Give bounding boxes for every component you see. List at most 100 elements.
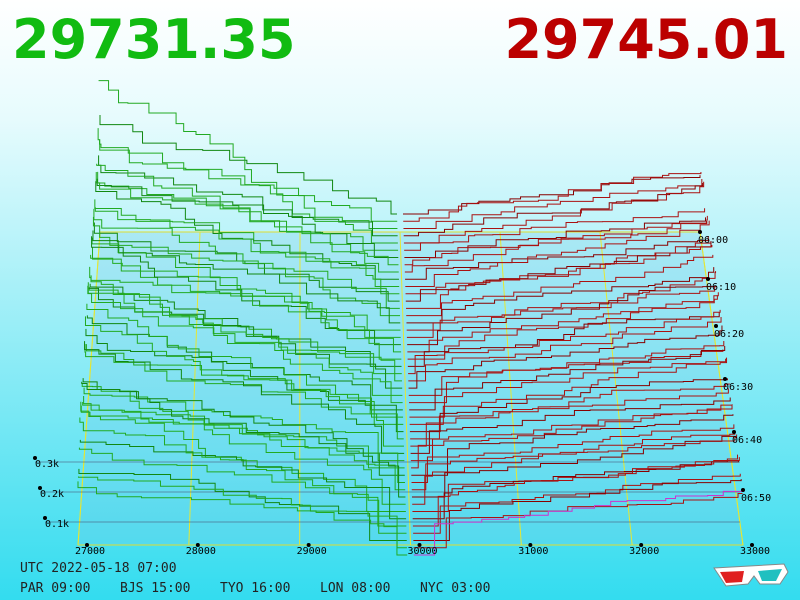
ask-curve — [408, 325, 723, 389]
bid-curve — [83, 395, 405, 469]
ask-curve — [410, 383, 730, 447]
bid-curve — [89, 266, 402, 375]
bid-curve — [91, 236, 401, 346]
bid-curve — [90, 254, 402, 360]
bid-curve — [79, 439, 407, 520]
ask-curve — [409, 346, 726, 411]
ask-curve — [405, 236, 709, 280]
bid-curve — [89, 283, 402, 367]
bid-curve — [84, 341, 405, 454]
ask-curve — [408, 309, 721, 375]
tick-marker — [195, 543, 200, 547]
tick-marker — [706, 277, 710, 281]
bid-curve — [99, 139, 398, 222]
bid-curve — [77, 481, 408, 556]
ask-curve — [411, 435, 737, 498]
bid-curve — [94, 199, 400, 295]
tick-marker — [698, 230, 702, 234]
ask-curve — [405, 245, 713, 309]
ask-curve — [403, 171, 702, 222]
ask-curve — [403, 181, 705, 244]
bid-curve — [78, 468, 407, 541]
ask-curve — [412, 460, 739, 520]
price-tick-label: 27000 — [75, 546, 105, 557]
tick-marker — [417, 543, 422, 547]
tick-marker — [306, 543, 311, 547]
bid-curve — [91, 237, 401, 338]
bid-curve — [84, 343, 404, 447]
ask-curve — [405, 220, 710, 288]
bid-curve — [94, 207, 400, 288]
bid-curve — [88, 287, 403, 389]
utc-time: UTC 2022-05-18 07:00 — [20, 561, 177, 576]
grid-line — [399, 231, 411, 546]
price-tick-label: 28000 — [186, 546, 216, 557]
bid-curve — [84, 316, 404, 440]
time-tick-label: 06:20 — [714, 329, 744, 340]
bid-curve — [97, 171, 399, 251]
bid-curve — [80, 401, 406, 512]
bid-curve — [90, 275, 402, 353]
grid-line — [599, 231, 633, 546]
ask-price: 29745.01 — [504, 8, 788, 71]
glasses-icon — [713, 563, 789, 587]
bid-curve — [92, 247, 401, 331]
zone-time: PAR 09:00 — [20, 581, 90, 596]
ask-curve — [412, 457, 740, 527]
bid-curve — [98, 155, 398, 237]
tick-marker — [639, 543, 644, 547]
time-tick-label: 06:40 — [732, 435, 762, 446]
bid-curve — [77, 476, 407, 549]
bid-curve — [96, 178, 399, 259]
ask-curve — [405, 240, 712, 302]
time-tick-label: 06:10 — [706, 282, 736, 293]
grid-line — [699, 231, 744, 546]
bid-price: 29731.35 — [12, 8, 296, 71]
price-tick-label: 32000 — [629, 546, 659, 557]
tick-marker — [750, 543, 754, 547]
bid-curve — [99, 114, 397, 215]
grid-line — [77, 231, 101, 546]
tick-marker — [33, 456, 37, 460]
ask-curve — [404, 215, 708, 273]
bid-curve — [81, 381, 406, 498]
ask-curve — [408, 341, 725, 404]
time-tick-label: 06:00 — [698, 235, 728, 246]
bid-curve — [86, 315, 403, 411]
bid-curve — [80, 405, 406, 505]
bid-curve — [92, 216, 401, 317]
bid-curve — [96, 163, 399, 266]
volume-tick-label: 0.1k — [45, 519, 69, 530]
tick-marker — [528, 543, 533, 547]
time-tick-label: 06:50 — [741, 493, 771, 504]
price-tick-label: 29000 — [297, 546, 327, 557]
ask-curve — [407, 312, 720, 367]
zone-time: TYO 16:00 — [220, 581, 290, 596]
depth-curves — [77, 80, 744, 556]
volume-tick-label: 0.2k — [40, 489, 64, 500]
ask-curve — [413, 473, 741, 534]
ask-curve — [408, 349, 724, 396]
tick-marker — [732, 430, 736, 434]
tick-marker — [38, 486, 42, 490]
time-zones: PAR 09:00 BJS 15:00 TYO 16:00 LON 08:00 NYC … — [20, 581, 490, 596]
ask-curve — [407, 292, 719, 360]
bid-curve — [78, 447, 407, 534]
ask-curve — [407, 295, 718, 353]
ask-curve — [411, 404, 733, 469]
bid-curve — [85, 328, 404, 433]
bid-curve — [95, 181, 399, 280]
ask-curve — [409, 358, 727, 418]
ask-curve — [409, 378, 728, 433]
price-tick-label: 30000 — [407, 546, 437, 557]
ask-curve — [411, 414, 734, 476]
time-tick-label: 06:30 — [723, 382, 753, 393]
bid-curve — [82, 402, 406, 483]
bid-curve — [87, 285, 403, 404]
zone-time: NYC 03:00 — [420, 581, 490, 596]
grid-line — [499, 231, 522, 546]
ask-curve — [410, 397, 731, 454]
